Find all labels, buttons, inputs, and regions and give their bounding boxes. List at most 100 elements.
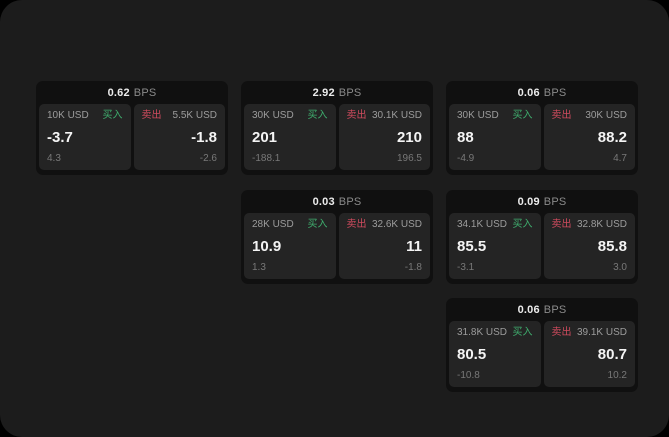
buy-delta: -188.1 bbox=[252, 153, 281, 164]
buy-price: 85.5 bbox=[457, 238, 487, 255]
bps-value: 0.03 bbox=[312, 195, 335, 208]
quote-panels: 30K USD 买入 201 -188.1 卖出 30.1K USD 210 1… bbox=[244, 104, 430, 170]
sell-panel-top-row: 卖出 39.1K USD bbox=[552, 327, 628, 339]
sell-delta: -1.8 bbox=[404, 262, 422, 273]
sell-size-label: 39.1K USD bbox=[576, 327, 627, 338]
sell-price: 88.2 bbox=[597, 129, 627, 146]
bps-header: 0.03 BPS bbox=[244, 190, 430, 213]
quote-card: 0.62 BPS 10K USD 买入 -3.7 4.3 卖出 5.5K USD… bbox=[36, 81, 228, 175]
sell-price: 85.8 bbox=[597, 238, 627, 255]
buy-quote-panel[interactable]: 34.1K USD 买入 85.5 -3.1 bbox=[449, 213, 541, 279]
bps-value: 0.09 bbox=[517, 195, 540, 208]
buy-size-label: 28K USD bbox=[252, 219, 294, 230]
sell-panel-top-row: 卖出 32.6K USD bbox=[347, 219, 423, 231]
buy-quote-panel[interactable]: 30K USD 买入 201 -188.1 bbox=[244, 104, 336, 170]
buy-size-label: 30K USD bbox=[252, 110, 294, 121]
buy-panel-top-row: 30K USD 买入 bbox=[457, 110, 533, 122]
sell-panel-top-row: 卖出 32.8K USD bbox=[552, 219, 628, 231]
sell-delta: 3.0 bbox=[613, 262, 627, 273]
buy-price: 201 bbox=[252, 129, 278, 146]
sell-size-label: 5.5K USD bbox=[172, 110, 217, 121]
buy-quote-panel[interactable]: 30K USD 买入 88 -4.9 bbox=[449, 104, 541, 170]
buy-price: -3.7 bbox=[47, 129, 73, 146]
buy-price: 88 bbox=[457, 129, 474, 146]
sell-size-label: 32.8K USD bbox=[576, 219, 627, 230]
quote-card: 0.06 BPS 30K USD 买入 88 -4.9 卖出 30K USD 8… bbox=[446, 81, 638, 175]
buy-price: 80.5 bbox=[457, 346, 487, 363]
bps-unit-label: BPS bbox=[543, 86, 567, 99]
sell-quote-panel[interactable]: 卖出 30K USD 88.2 4.7 bbox=[543, 104, 635, 170]
buy-delta: 1.3 bbox=[252, 262, 266, 273]
buy-size-label: 31.8K USD bbox=[457, 327, 508, 338]
quote-panels: 30K USD 买入 88 -4.9 卖出 30K USD 88.2 4.7 bbox=[449, 104, 635, 170]
sell-price: 210 bbox=[396, 129, 422, 146]
quote-card: 2.92 BPS 30K USD 买入 201 -188.1 卖出 30.1K … bbox=[241, 81, 433, 175]
bps-header: 0.62 BPS bbox=[39, 81, 225, 104]
quote-card: 0.03 BPS 28K USD 买入 10.9 1.3 卖出 32.6K US… bbox=[241, 190, 433, 284]
buy-tag: 买入 bbox=[307, 110, 328, 121]
buy-tag: 买入 bbox=[512, 219, 533, 230]
sell-quote-panel[interactable]: 卖出 39.1K USD 80.7 10.2 bbox=[543, 321, 635, 387]
bps-header: 2.92 BPS bbox=[244, 81, 430, 104]
sell-tag: 卖出 bbox=[551, 219, 572, 230]
buy-tag: 买入 bbox=[512, 327, 533, 338]
buy-tag: 买入 bbox=[102, 110, 123, 121]
sell-delta: 4.7 bbox=[613, 153, 627, 164]
sell-quote-panel[interactable]: 卖出 5.5K USD -1.8 -2.6 bbox=[133, 104, 225, 170]
sell-tag: 卖出 bbox=[141, 110, 162, 121]
quote-card: 0.09 BPS 34.1K USD 买入 85.5 -3.1 卖出 32.8K… bbox=[446, 190, 638, 284]
quote-card: 0.06 BPS 31.8K USD 买入 80.5 -10.8 卖出 39.1… bbox=[446, 298, 638, 392]
buy-delta: -10.8 bbox=[457, 370, 480, 381]
quote-panels: 31.8K USD 买入 80.5 -10.8 卖出 39.1K USD 80.… bbox=[449, 321, 635, 387]
sell-delta: -2.6 bbox=[199, 153, 217, 164]
bps-header: 0.06 BPS bbox=[449, 298, 635, 321]
quote-panels: 10K USD 买入 -3.7 4.3 卖出 5.5K USD -1.8 -2.… bbox=[39, 104, 225, 170]
buy-price: 10.9 bbox=[252, 238, 282, 255]
bps-unit-label: BPS bbox=[543, 195, 567, 208]
buy-panel-top-row: 28K USD 买入 bbox=[252, 219, 328, 231]
buy-panel-top-row: 31.8K USD 买入 bbox=[457, 327, 533, 339]
buy-panel-top-row: 34.1K USD 买入 bbox=[457, 219, 533, 231]
buy-panel-top-row: 30K USD 买入 bbox=[252, 110, 328, 122]
sell-panel-top-row: 卖出 5.5K USD bbox=[142, 110, 218, 122]
buy-delta: -3.1 bbox=[457, 262, 475, 273]
sell-quote-panel[interactable]: 卖出 32.8K USD 85.8 3.0 bbox=[543, 213, 635, 279]
buy-panel-top-row: 10K USD 买入 bbox=[47, 110, 123, 122]
sell-size-label: 32.6K USD bbox=[371, 219, 422, 230]
bps-unit-label: BPS bbox=[543, 303, 567, 316]
buy-quote-panel[interactable]: 10K USD 买入 -3.7 4.3 bbox=[39, 104, 131, 170]
buy-size-label: 30K USD bbox=[457, 110, 499, 121]
sell-quote-panel[interactable]: 卖出 32.6K USD 11 -1.8 bbox=[338, 213, 430, 279]
buy-quote-panel[interactable]: 31.8K USD 买入 80.5 -10.8 bbox=[449, 321, 541, 387]
sell-tag: 卖出 bbox=[551, 327, 572, 338]
sell-delta: 196.5 bbox=[396, 153, 422, 164]
bps-value: 0.06 bbox=[517, 86, 540, 99]
sell-delta: 10.2 bbox=[607, 370, 627, 381]
sell-quote-panel[interactable]: 卖出 30.1K USD 210 196.5 bbox=[338, 104, 430, 170]
sell-panel-top-row: 卖出 30.1K USD bbox=[347, 110, 423, 122]
bps-unit-label: BPS bbox=[338, 86, 362, 99]
buy-quote-panel[interactable]: 28K USD 买入 10.9 1.3 bbox=[244, 213, 336, 279]
bps-unit-label: BPS bbox=[133, 86, 157, 99]
bps-unit-label: BPS bbox=[338, 195, 362, 208]
quote-panels: 28K USD 买入 10.9 1.3 卖出 32.6K USD 11 -1.8 bbox=[244, 213, 430, 279]
bps-value: 2.92 bbox=[312, 86, 335, 99]
buy-size-label: 34.1K USD bbox=[457, 219, 508, 230]
bps-header: 0.09 BPS bbox=[449, 190, 635, 213]
quote-panels: 34.1K USD 买入 85.5 -3.1 卖出 32.8K USD 85.8… bbox=[449, 213, 635, 279]
sell-price: 80.7 bbox=[597, 346, 627, 363]
sell-tag: 卖出 bbox=[346, 219, 367, 230]
buy-size-label: 10K USD bbox=[47, 110, 89, 121]
sell-size-label: 30K USD bbox=[585, 110, 627, 121]
bps-header: 0.06 BPS bbox=[449, 81, 635, 104]
sell-size-label: 30.1K USD bbox=[371, 110, 422, 121]
bps-value: 0.62 bbox=[107, 86, 130, 99]
sell-tag: 卖出 bbox=[551, 110, 572, 121]
buy-tag: 买入 bbox=[307, 219, 328, 230]
bps-value: 0.06 bbox=[517, 303, 540, 316]
sell-panel-top-row: 卖出 30K USD bbox=[552, 110, 628, 122]
buy-delta: -4.9 bbox=[457, 153, 475, 164]
sell-tag: 卖出 bbox=[346, 110, 367, 121]
buy-delta: 4.3 bbox=[47, 153, 61, 164]
